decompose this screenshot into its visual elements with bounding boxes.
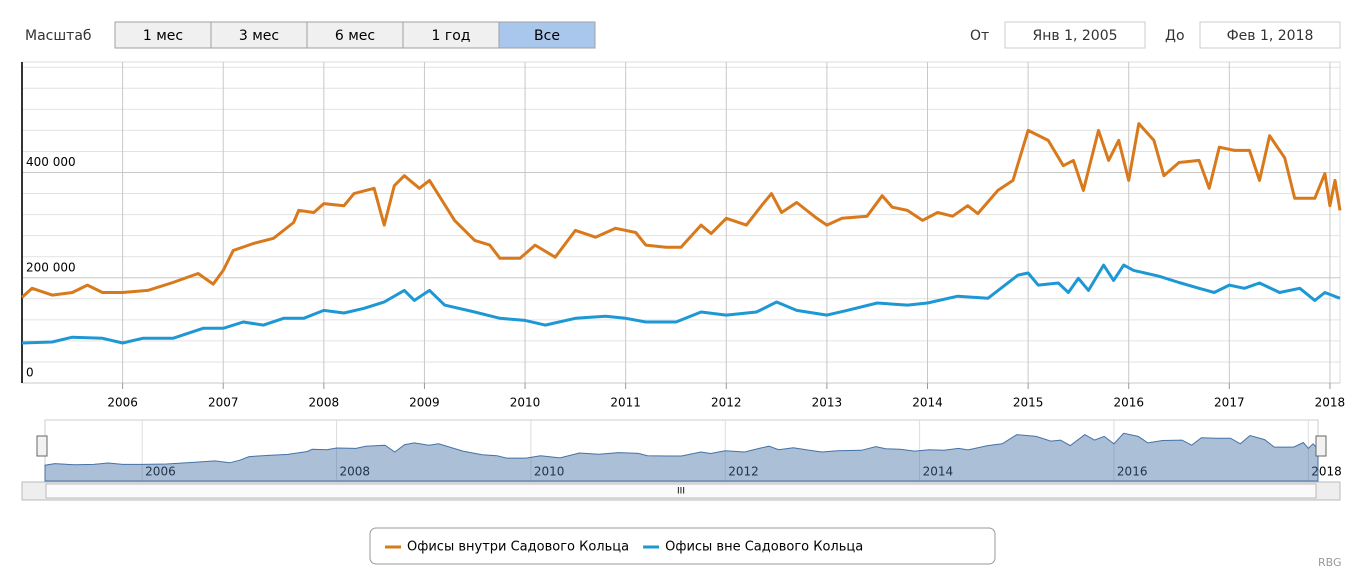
from-label: От	[970, 28, 989, 44]
x-tick-label: 2011	[610, 396, 641, 410]
x-tick-label: 2007	[208, 396, 239, 410]
range-button-label[interactable]: Все	[534, 28, 560, 44]
credits: RBG	[1318, 556, 1342, 569]
range-button-label[interactable]: 6 мес	[335, 28, 375, 44]
navigator-area	[44, 432, 1319, 482]
legend-label[interactable]: Офисы вне Садового Кольца	[665, 540, 863, 555]
x-tick-label: 2006	[107, 396, 138, 410]
navigator-tick-label: 2016	[1117, 465, 1148, 479]
series-line	[21, 263, 1341, 345]
to-input[interactable]	[1199, 21, 1341, 49]
scrollbar-grip: III	[677, 487, 685, 497]
navigator-tick-label: 2018	[1311, 465, 1342, 479]
x-tick-label: 2013	[812, 396, 843, 410]
x-tick-label: 2016	[1113, 396, 1144, 410]
y-tick-label: 0	[26, 366, 34, 380]
navigator-tick-label: 2006	[145, 465, 176, 479]
x-tick-label: 2012	[711, 396, 742, 410]
x-tick-label: 2014	[912, 396, 943, 410]
range-button[interactable]	[306, 21, 404, 49]
y-tick-label: 200 000	[26, 260, 76, 274]
navigator-tick-label: 2014	[923, 465, 954, 479]
navigator-handle[interactable]	[1315, 435, 1327, 457]
x-tick-label: 2018	[1315, 396, 1346, 410]
legend-label[interactable]: Офисы внутри Садового Кольца	[407, 540, 629, 555]
range-button[interactable]	[402, 21, 500, 49]
x-tick-label: 2017	[1214, 396, 1245, 410]
legend	[369, 527, 996, 565]
y-tick-label: 400 000	[26, 155, 76, 169]
x-tick-label: 2008	[309, 396, 340, 410]
to-value[interactable]: Фев 1, 2018	[1227, 28, 1314, 44]
range-button-label[interactable]: 1 мес	[143, 28, 183, 44]
series-line	[21, 122, 1342, 299]
navigator-tick-label: 2010	[534, 465, 565, 479]
x-tick-label: 2010	[510, 396, 541, 410]
range-button[interactable]	[210, 21, 308, 49]
navigator-tick-label: 2008	[340, 465, 371, 479]
navigator-tick-label: 2012	[728, 465, 759, 479]
navigator-handle[interactable]	[36, 435, 48, 457]
navigator	[44, 419, 1319, 482]
from-value[interactable]: Янв 1, 2005	[1032, 28, 1117, 44]
from-input[interactable]	[1004, 21, 1146, 49]
range-button[interactable]	[114, 21, 212, 49]
range-button-label[interactable]: 1 год	[432, 28, 471, 44]
range-button[interactable]	[498, 21, 596, 49]
range-button-label[interactable]: 3 мес	[239, 28, 279, 44]
x-tick-label: 2009	[409, 396, 440, 410]
range-label: Масштаб	[25, 28, 92, 44]
plot-area	[21, 61, 1341, 384]
x-tick-label: 2015	[1013, 396, 1044, 410]
scrollbar-thumb[interactable]	[45, 483, 1317, 499]
to-label: До	[1165, 28, 1185, 44]
